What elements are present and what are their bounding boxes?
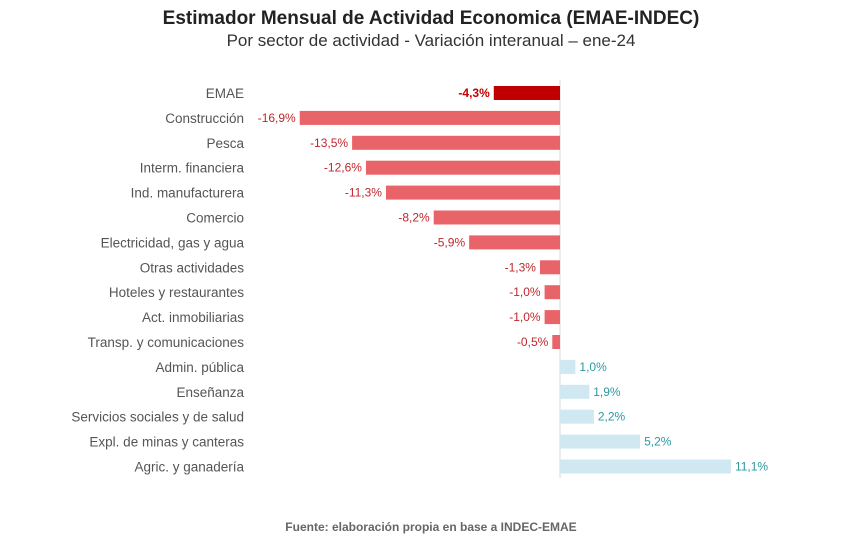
source-note: Fuente: elaboración propia en base a IND…: [285, 520, 577, 534]
value-label: -4,3%: [458, 86, 490, 100]
value-label: 11,1%: [735, 460, 768, 474]
chart-subtitle: Por sector de actividad - Variación inte…: [226, 31, 636, 50]
bar: [365, 160, 560, 175]
value-label: 1,9%: [593, 385, 621, 399]
chart-title: Estimador Mensual de Actividad Economica…: [162, 8, 700, 29]
bar: [560, 409, 594, 424]
value-label: -1,3%: [505, 260, 537, 274]
category-label: EMAE: [206, 86, 244, 101]
value-label: -12,6%: [324, 161, 362, 175]
bar: [493, 86, 560, 100]
value-label: -13,5%: [310, 136, 348, 150]
value-label: 1,0%: [579, 360, 607, 374]
bar: [352, 135, 560, 150]
bar: [560, 434, 641, 449]
bar: [560, 384, 590, 399]
bar: [544, 310, 560, 325]
value-label: 2,2%: [598, 410, 626, 424]
category-label: Comercio: [186, 211, 244, 226]
value-label: -16,9%: [258, 111, 296, 125]
category-label: Otras actividades: [140, 260, 245, 275]
bar: [433, 210, 560, 225]
category-label: Transp. y comunicaciones: [88, 335, 245, 350]
category-label: Act. inmobiliarias: [142, 310, 244, 325]
category-label: Expl. de minas y canteras: [89, 435, 244, 450]
value-label: 5,2%: [644, 435, 672, 449]
bar: [560, 459, 731, 474]
bar: [560, 359, 576, 374]
value-label: -5,9%: [434, 235, 466, 249]
category-label: Agric. y ganadería: [134, 460, 244, 475]
value-label: -11,3%: [345, 186, 382, 200]
category-label: Servicios sociales y de salud: [71, 410, 244, 425]
category-label: Construcción: [165, 111, 244, 126]
bar: [299, 110, 560, 125]
category-label: Enseñanza: [176, 385, 244, 400]
category-label: Admin. pública: [155, 360, 244, 375]
category-label: Ind. manufacturera: [131, 186, 245, 201]
bar: [552, 335, 560, 349]
category-label: Interm. financiera: [140, 161, 245, 176]
bar: [385, 185, 560, 200]
bar: [469, 235, 560, 250]
value-label: -1,0%: [509, 310, 541, 324]
category-label: Electricidad, gas y agua: [101, 235, 245, 250]
category-label: Hoteles y restaurantes: [109, 285, 244, 300]
bar: [539, 260, 560, 275]
value-label: -0,5%: [517, 335, 549, 349]
category-label: Pesca: [206, 136, 244, 151]
bar: [544, 285, 560, 300]
value-label: -8,2%: [398, 211, 430, 225]
value-label: -1,0%: [509, 285, 541, 299]
